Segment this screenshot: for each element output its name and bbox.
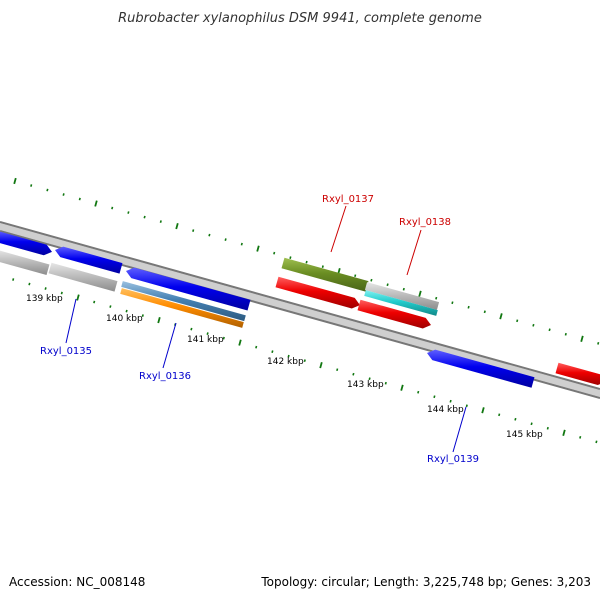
feature-orange[interactable] [120, 288, 244, 328]
cds-feature-blue[interactable] [0, 231, 52, 256]
tick-label-142: 142 kbp [267, 357, 304, 367]
tick-label-143: 143 kbp [347, 380, 384, 390]
cds-feature-blue[interactable] [55, 246, 123, 274]
accession-text: Accession: NC_008148 [9, 575, 145, 589]
tick-marks [12, 177, 600, 444]
gene-label-rxyl-0139[interactable]: Rxyl_0139 [427, 454, 479, 465]
tick-label-140: 140 kbp [106, 314, 143, 324]
outer-tick-row [13, 177, 600, 345]
tick-label-139: 139 kbp [26, 294, 63, 304]
feature-gray[interactable] [364, 282, 440, 310]
tick-label-141: 141 kbp [187, 335, 224, 345]
feature-gray[interactable] [0, 250, 50, 276]
topology-text: Topology: circular; Length: 3,225,748 bp… [260, 575, 591, 589]
feature-track [0, 231, 600, 388]
feature-gray[interactable] [48, 262, 118, 292]
gene-label-rxyl-0135[interactable]: Rxyl_0135 [40, 346, 92, 357]
tick-labels: 139 kbp 140 kbp 141 kbp 142 kbp 143 kbp … [26, 294, 543, 440]
inner-tick-row [12, 278, 598, 444]
gene-label-rxyl-0138[interactable]: Rxyl_0138 [399, 217, 451, 228]
gene-label-rxyl-0136[interactable]: Rxyl_0136 [139, 371, 191, 382]
cds-feature-red[interactable] [275, 276, 360, 309]
gene-label-rxyl-0137[interactable]: Rxyl_0137 [322, 194, 374, 205]
cds-feature-red[interactable] [555, 362, 600, 386]
tick-label-144: 144 kbp [427, 405, 464, 415]
map-title: Rubrobacter xylanophilus DSM 9941, compl… [118, 11, 482, 26]
feature-olive[interactable] [281, 257, 369, 292]
tick-label-145: 145 kbp [506, 430, 543, 440]
gene-labels: Rxyl_0135 Rxyl_0136 Rxyl_0137 Rxyl_0138 … [40, 194, 479, 465]
cds-feature-blue[interactable] [427, 349, 535, 388]
feature-steelblue[interactable] [121, 281, 246, 322]
gene-leader-lines [65, 205, 467, 453]
cds-feature-red[interactable] [357, 299, 431, 329]
feature-cyan[interactable] [364, 290, 438, 316]
cds-feature-blue[interactable] [126, 267, 251, 311]
